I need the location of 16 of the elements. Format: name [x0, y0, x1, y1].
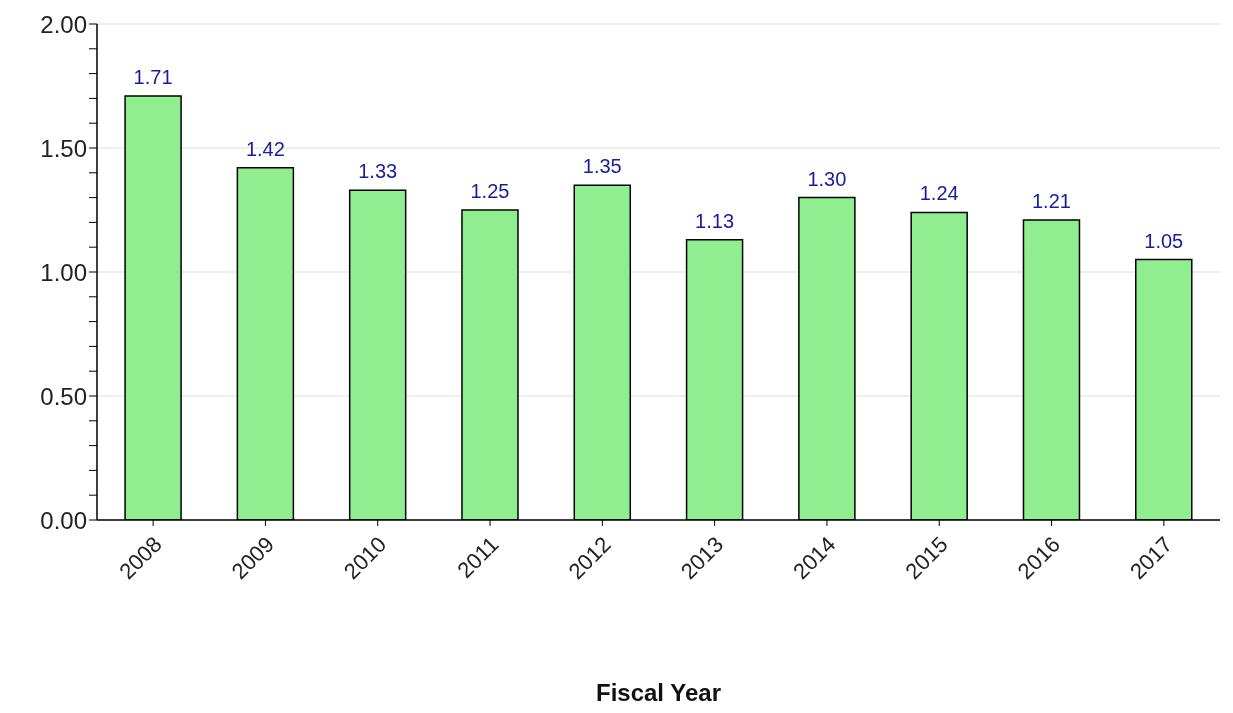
y-tick-label: 2.00	[40, 10, 87, 38]
y-tick-label: 0.00	[40, 506, 87, 534]
data-label: 1.42	[245, 137, 285, 160]
data-label: 1.35	[582, 155, 622, 178]
data-label: 1.30	[807, 167, 847, 190]
data-label: 1.33	[358, 160, 398, 183]
data-label: 1.71	[133, 65, 173, 88]
data-label: 1.21	[1032, 189, 1071, 212]
y-tick-label: 1.00	[40, 258, 87, 286]
y-tick-label: 0.50	[40, 382, 87, 410]
data-label: 1.13	[695, 209, 735, 232]
data-label: 1.05	[1144, 229, 1184, 252]
y-tick-label: 1.50	[40, 134, 87, 162]
data-label: 1.24	[919, 182, 959, 205]
data-label: 1.25	[470, 180, 510, 202]
x-axis-title: Fiscal Year	[596, 679, 721, 706]
